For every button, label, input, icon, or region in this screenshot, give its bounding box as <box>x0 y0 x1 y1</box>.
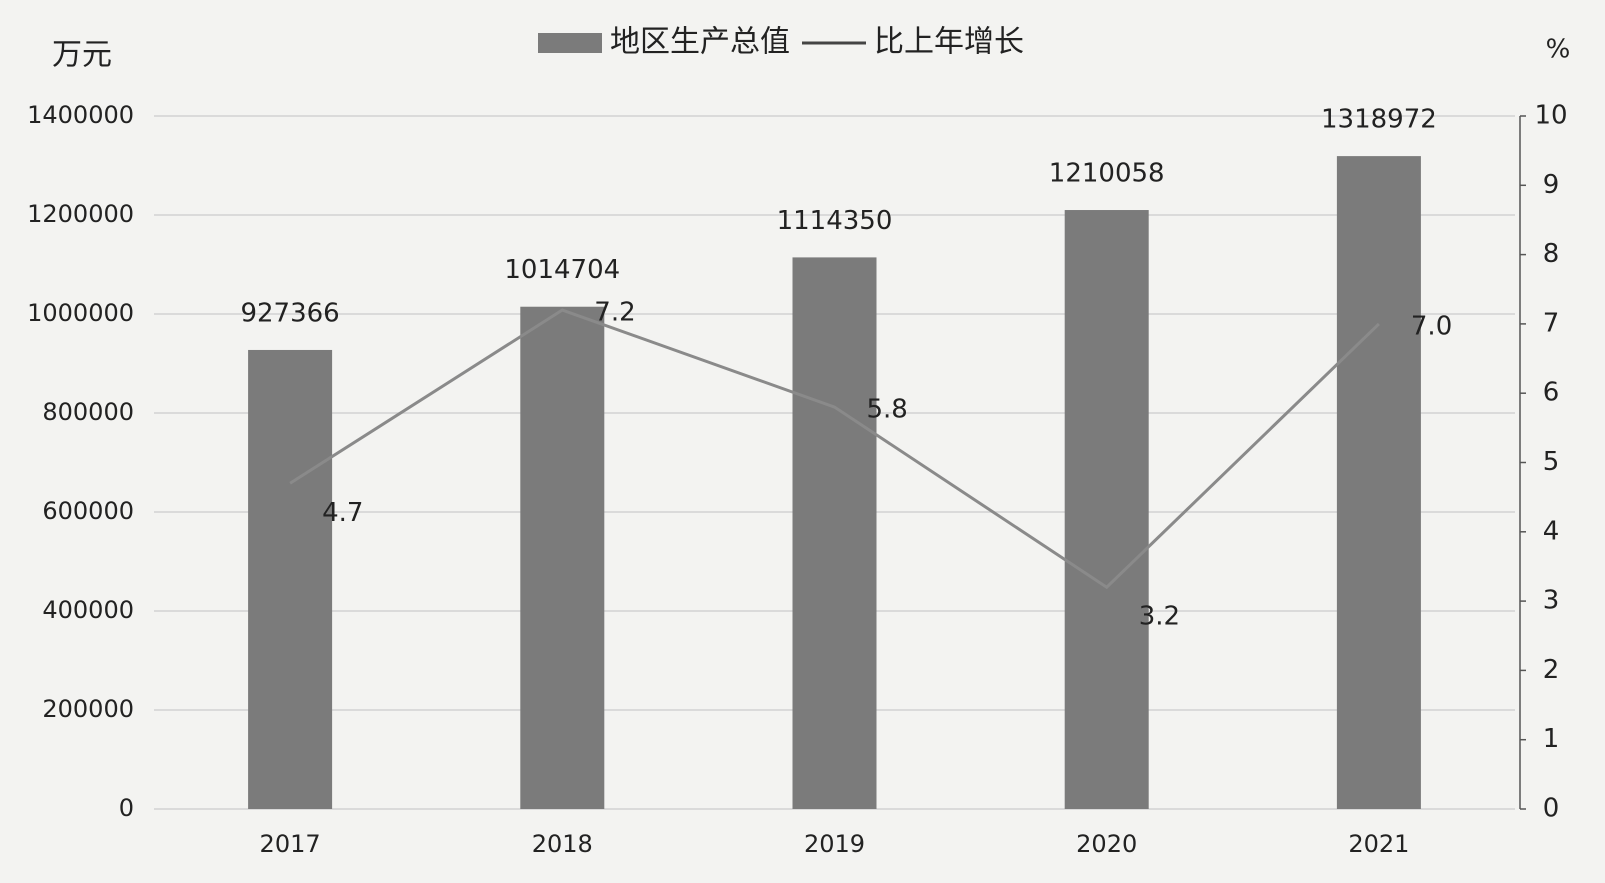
bar-value-label: 1210058 <box>1049 159 1165 189</box>
bar <box>792 257 877 810</box>
legend-swatch <box>538 33 602 53</box>
line-value-label: 7.2 <box>594 298 635 328</box>
y-tick-label: 600000 <box>42 497 134 525</box>
y-tick-label: 0 <box>119 794 134 822</box>
y-tick-label: 200000 <box>42 695 134 723</box>
x-tick-label: 2018 <box>532 830 593 858</box>
y2-tick-label: 9 <box>1543 170 1560 200</box>
bar-value-label: 1014704 <box>504 255 620 285</box>
y2-tick-label: 0 <box>1543 794 1560 824</box>
bar <box>248 349 333 809</box>
line-value-label: 5.8 <box>867 395 908 425</box>
y2-tick-label: 5 <box>1543 447 1560 477</box>
legend-label: 地区生产总值 <box>610 25 790 60</box>
y-tick-label: 1200000 <box>27 200 134 228</box>
line-value-label: 3.2 <box>1139 602 1180 632</box>
y-tick-label: 1400000 <box>27 101 134 129</box>
y2-tick-label: 6 <box>1543 378 1560 408</box>
bar <box>1064 210 1149 809</box>
y2-tick-label: 4 <box>1543 516 1560 546</box>
x-tick-label: 2017 <box>260 830 321 858</box>
y-tick-label: 400000 <box>42 596 134 624</box>
bar-value-label: 927366 <box>240 298 339 328</box>
y2-axis-label: % <box>1546 35 1571 65</box>
y2-tick-label: 3 <box>1543 586 1560 616</box>
bar-value-label: 1114350 <box>777 206 893 236</box>
y2-tick-label: 10 <box>1534 101 1567 131</box>
bar-value-label: 1318972 <box>1321 105 1437 135</box>
y2-tick-label: 7 <box>1543 308 1560 338</box>
y2-tick-label: 2 <box>1543 655 1560 685</box>
y-tick-label: 1000000 <box>27 299 134 327</box>
x-tick-label: 2021 <box>1348 830 1409 858</box>
y-axis-label: 万元 <box>52 38 112 73</box>
line-value-label: 4.7 <box>322 498 363 528</box>
y2-tick-label: 8 <box>1543 239 1560 269</box>
y2-tick-label: 1 <box>1543 724 1560 754</box>
y-tick-label: 800000 <box>42 398 134 426</box>
bar <box>1336 156 1421 809</box>
x-tick-label: 2019 <box>804 830 865 858</box>
line-value-label: 7.0 <box>1411 311 1452 341</box>
x-tick-label: 2020 <box>1076 830 1137 858</box>
bar <box>520 306 605 809</box>
legend-label: 比上年增长 <box>874 25 1024 60</box>
line <box>289 308 1380 590</box>
